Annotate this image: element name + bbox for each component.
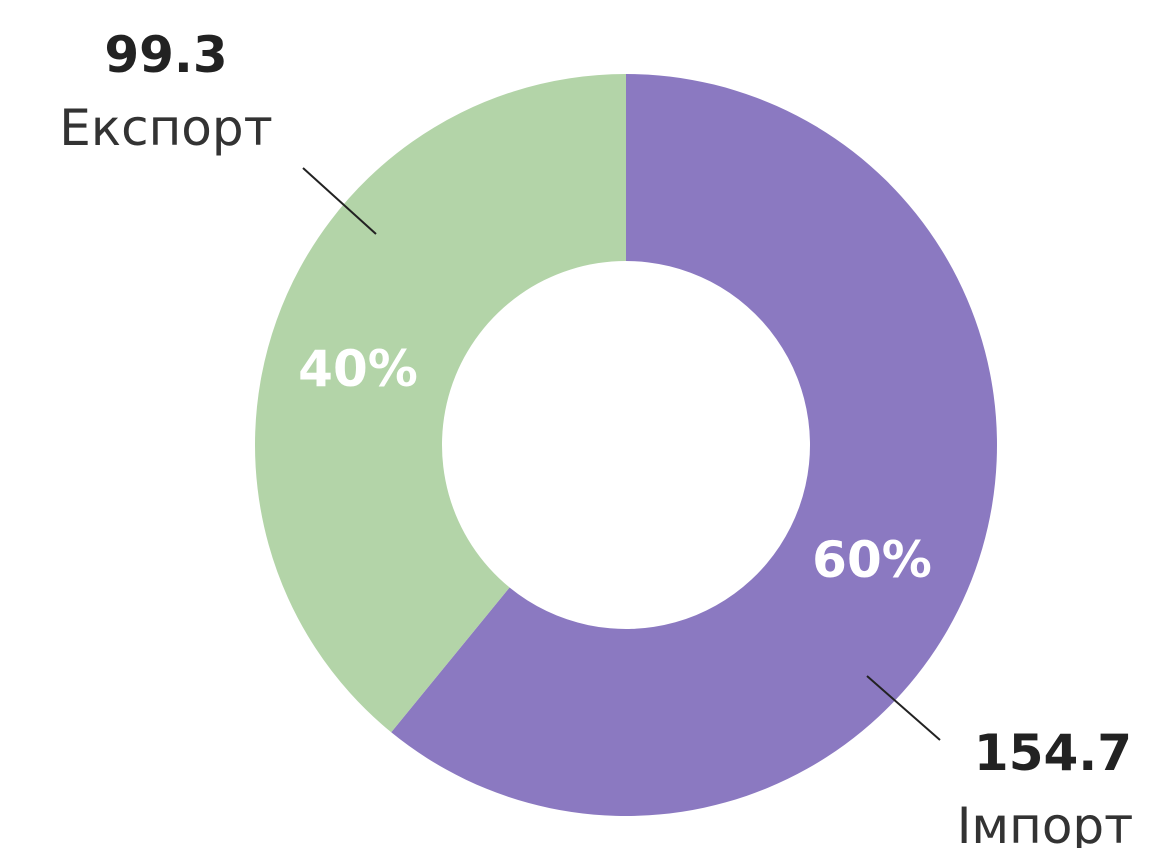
donut-slice-import bbox=[391, 74, 997, 816]
import-category-label: Імпорт bbox=[957, 797, 1134, 848]
chart-slices bbox=[255, 73, 997, 816]
slice-percent-label-import: 60% bbox=[812, 531, 932, 589]
slice-percent-label-export: 40% bbox=[298, 340, 418, 398]
export-value-label: 99.3 bbox=[104, 26, 227, 84]
export-category-label: Експорт bbox=[59, 99, 272, 157]
export-leader-line bbox=[302, 167, 377, 235]
import-leader-line bbox=[866, 675, 941, 741]
import-value-label: 154.7 bbox=[974, 724, 1132, 782]
donut-slice-export bbox=[255, 73, 626, 733]
